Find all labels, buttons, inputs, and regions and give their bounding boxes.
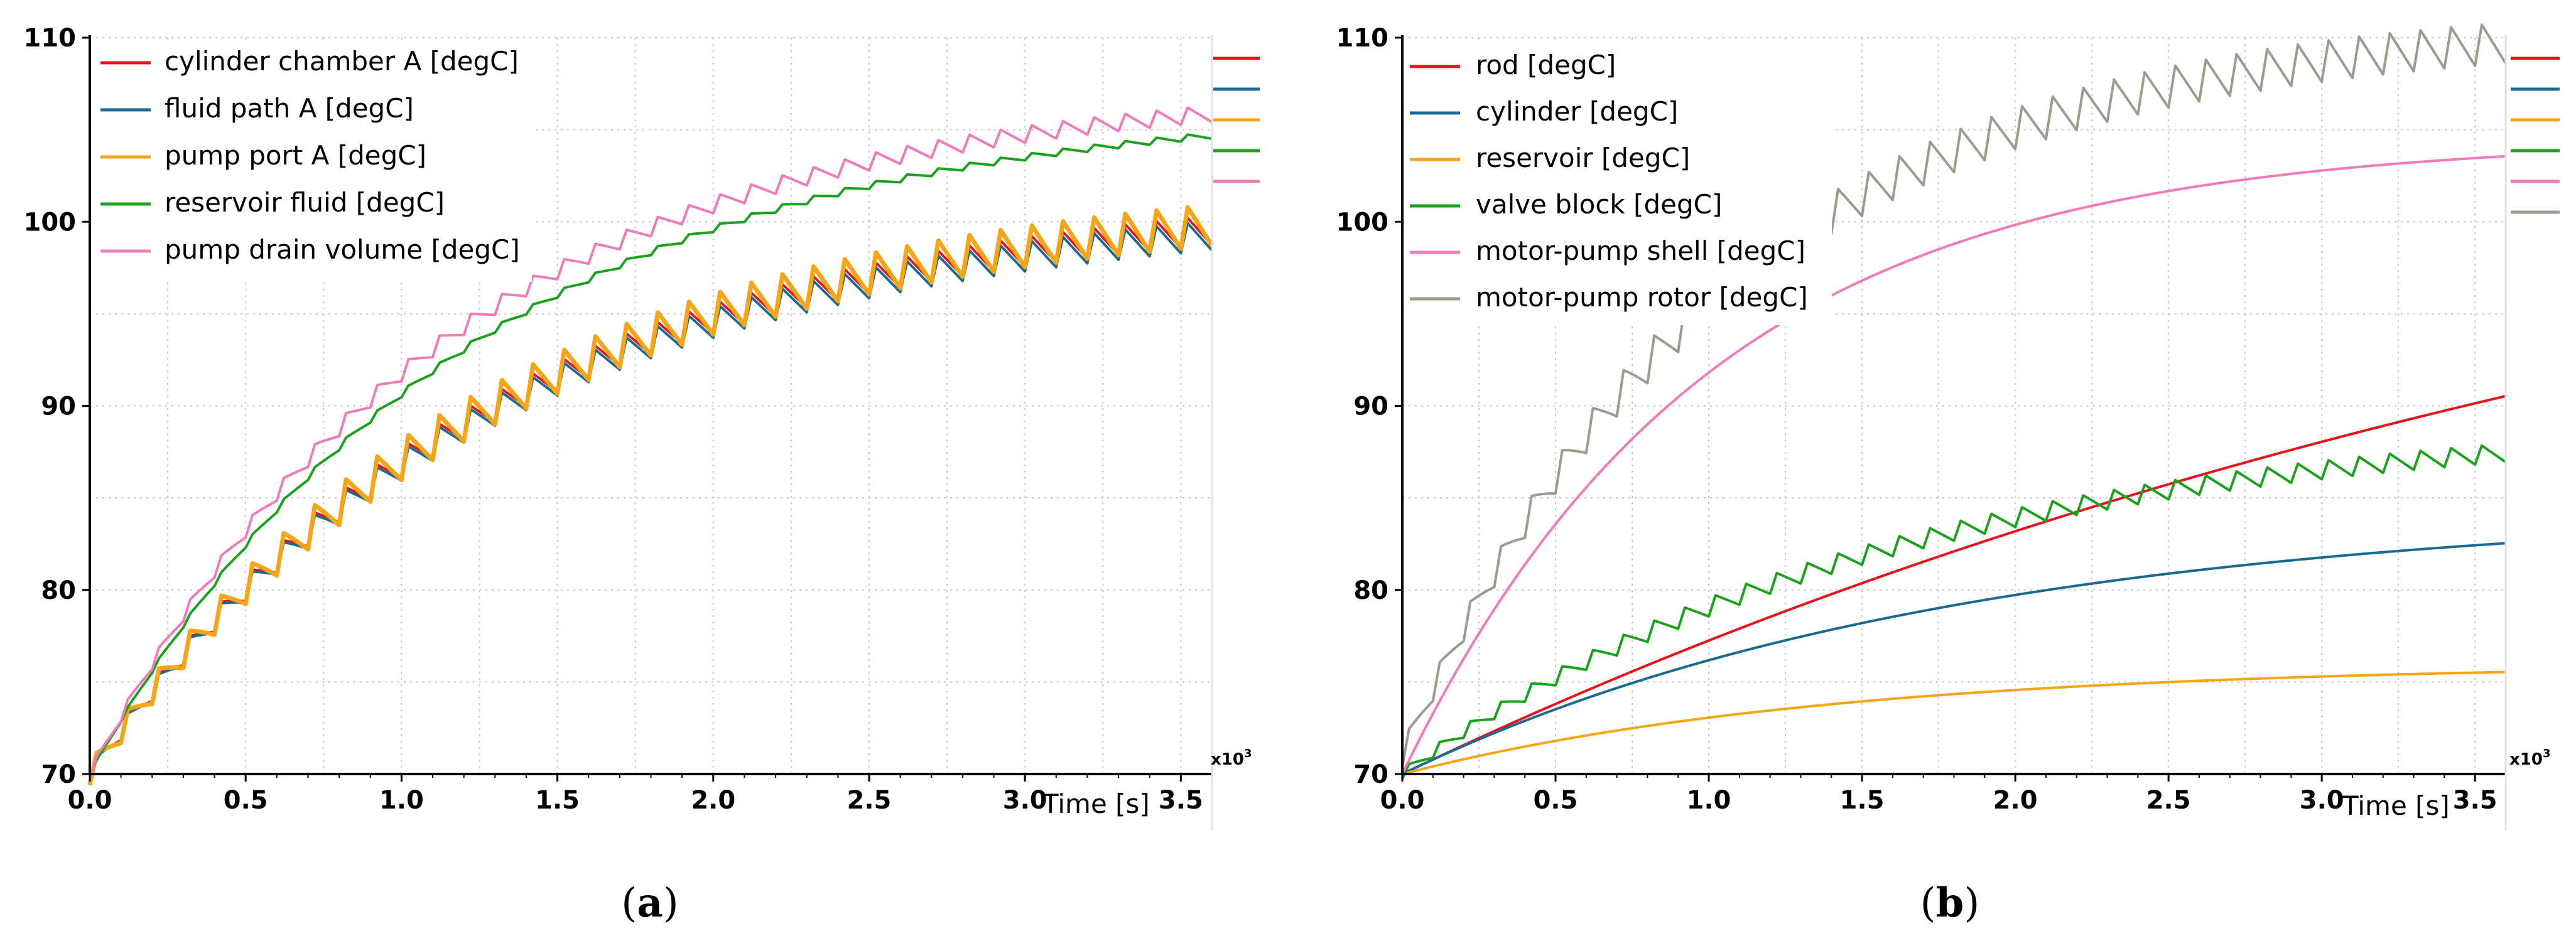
legend-background	[92, 40, 532, 282]
series-line-4	[1401, 444, 2507, 780]
legend-background	[1405, 40, 1832, 325]
y-tick-label: 110	[1336, 24, 1389, 53]
x-tick-label: 1.5	[1840, 786, 1885, 815]
series-line-3	[1402, 670, 2506, 775]
legend-label: cylinder chamber A [degC]	[165, 46, 519, 77]
x-tick-label: 1.0	[379, 786, 424, 815]
y-tick-label: 70	[1353, 760, 1388, 789]
caption-letter: a	[637, 879, 663, 927]
caption-open: (	[621, 880, 637, 927]
x-axis-multiplier-exponent: 3	[2543, 747, 2551, 760]
y-tick-label: 80	[41, 576, 76, 605]
y-tick-label: 100	[1336, 208, 1389, 237]
caption-letter: b	[1936, 879, 1964, 927]
x-tick-label: 1.0	[1687, 786, 1731, 815]
x-tick-label: 2.0	[691, 786, 735, 815]
x-tick-label: 1.5	[535, 786, 580, 815]
legend-label: motor-pump rotor [degC]	[1476, 282, 1808, 313]
x-axis-label: Time [s]	[2342, 790, 2450, 821]
panel-caption: (a)	[621, 879, 678, 927]
y-tick-label: 110	[24, 24, 77, 53]
x-tick-label: 2.5	[2146, 786, 2191, 815]
legend-label: valve block [degC]	[1476, 189, 1722, 220]
x-tick-label: 0.0	[1380, 786, 1425, 815]
series-line-2	[1402, 542, 2506, 775]
chart-a: cylinder chamber A [degC] fluid path A [d…	[24, 24, 1260, 927]
x-axis-multiplier: x103	[2509, 747, 2550, 769]
x-axis-multiplier: x103	[1211, 747, 1252, 769]
x-tick-label: 2.5	[847, 786, 892, 815]
x-axis-multiplier-exponent: 3	[1244, 747, 1252, 760]
legend-label: fluid path A [degC]	[165, 93, 414, 124]
series-line-3	[87, 205, 1214, 786]
series-lines	[87, 106, 1214, 786]
x-tick-label: 2.0	[1993, 786, 2038, 815]
legend-label: pump port A [degC]	[165, 140, 426, 171]
y-tick-label: 70	[41, 760, 76, 789]
x-tick-label: 3.0	[1003, 786, 1047, 815]
y-tick-label: 100	[24, 208, 77, 237]
x-tick-label: 3.0	[2300, 786, 2344, 815]
series-line-5	[89, 106, 1213, 779]
legend-label: motor-pump shell [degC]	[1476, 235, 1805, 266]
series-line-1	[1402, 395, 2506, 775]
legend-label: rod [degC]	[1476, 50, 1616, 80]
legend-label: reservoir [degC]	[1476, 142, 1690, 173]
x-tick-label: 3.5	[2453, 786, 2498, 815]
legend-label: reservoir fluid [degC]	[165, 187, 445, 218]
x-tick-label: 0.5	[224, 786, 268, 815]
y-tick-label: 90	[41, 392, 76, 421]
caption-close: )	[663, 880, 679, 927]
caption-close: )	[1964, 880, 1979, 927]
y-tick-label: 80	[1353, 576, 1388, 605]
series-lines	[1401, 23, 2507, 780]
legend-label: cylinder [degC]	[1476, 96, 1678, 127]
series-line-4	[89, 133, 1213, 777]
panel-caption: (b)	[1920, 879, 1980, 927]
caption-open: (	[1920, 880, 1936, 927]
x-axis-label: Time [s]	[1042, 788, 1150, 819]
series-line-2	[89, 222, 1213, 783]
y-tick-label: 90	[1353, 392, 1388, 421]
x-tick-label: 0.0	[68, 786, 112, 815]
series-line-1	[89, 217, 1213, 783]
chart-b: rod [degC] cylinder [degC] reservoir [degC…	[1336, 23, 2560, 927]
x-tick-label: 3.5	[1159, 786, 1203, 815]
legend-label: pump drain volume [degC]	[165, 234, 520, 265]
series-line-6	[1401, 23, 2507, 767]
series-line-5	[1401, 154, 2506, 775]
x-tick-label: 0.5	[1534, 786, 1578, 815]
